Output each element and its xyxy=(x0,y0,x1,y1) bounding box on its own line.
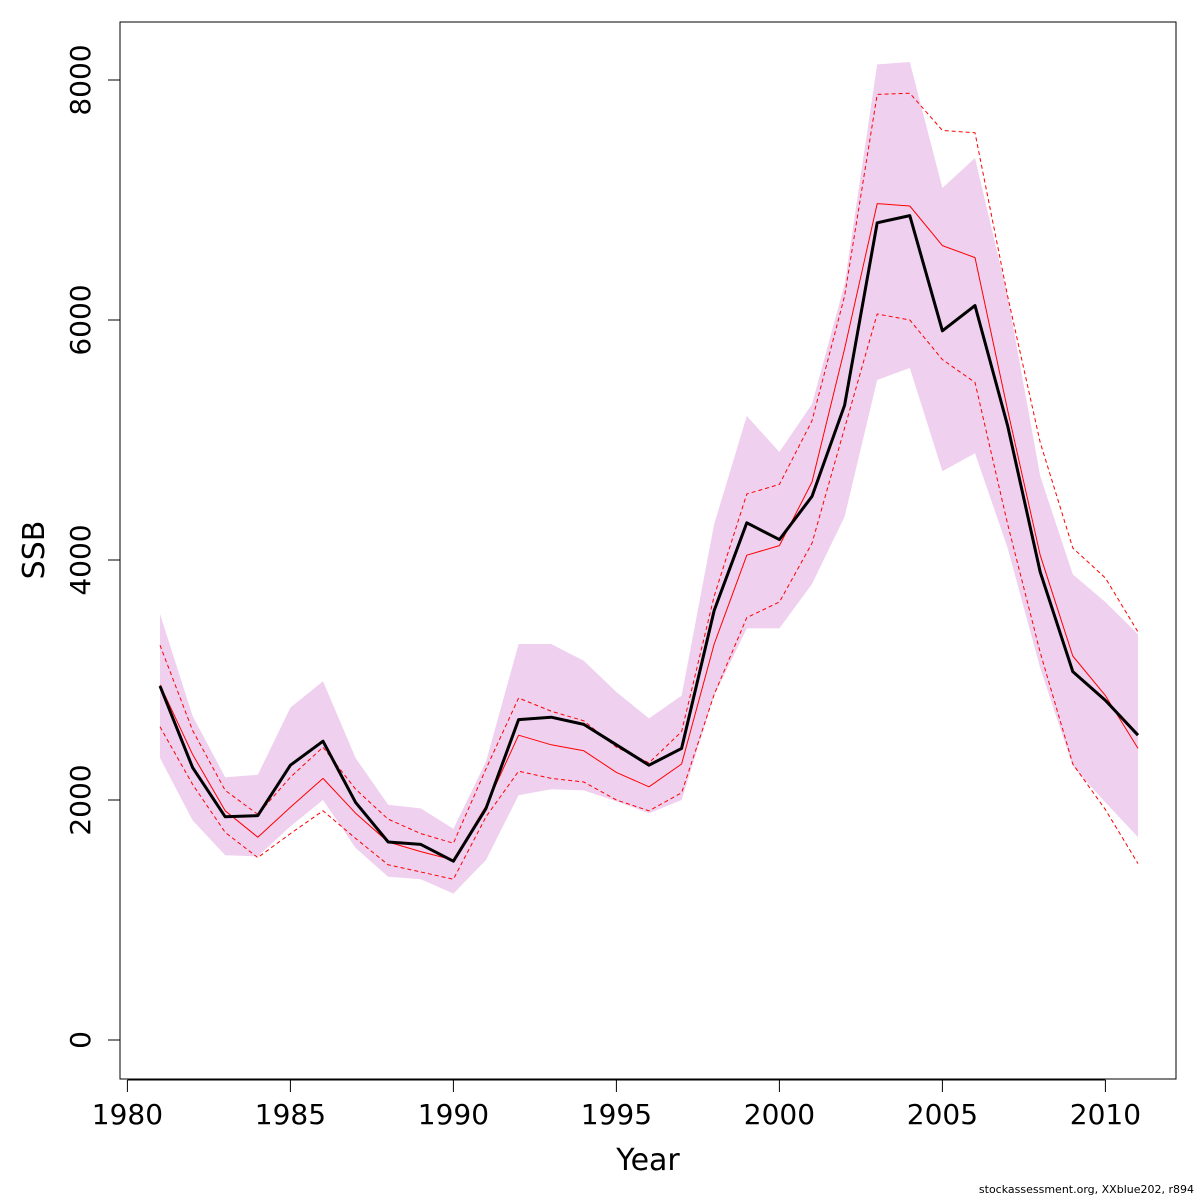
x-axis-title: Year xyxy=(615,1143,680,1178)
x-tick-label-1980: 1980 xyxy=(92,1098,163,1131)
footer-credit: stockassessment.org, XXblue202, r894 xyxy=(978,1183,1194,1196)
y-tick-label-0: 0 xyxy=(64,1031,97,1049)
y-axis: 0 2000 4000 6000 8000 xyxy=(64,44,121,1049)
y-tick-label-4000: 4000 xyxy=(64,524,97,595)
x-tick-label-2005: 2005 xyxy=(907,1098,978,1131)
estimate-line xyxy=(159,203,1139,861)
upper-dashed-line xyxy=(159,92,1139,844)
median-line xyxy=(158,214,1140,863)
x-axis: 1980 1985 1990 1995 2000 2005 2010 xyxy=(92,1079,1141,1131)
y-axis-title: SSB xyxy=(17,521,52,580)
x-tick-label-1985: 1985 xyxy=(255,1098,326,1131)
confidence-band xyxy=(160,62,1138,894)
y-tick-label-8000: 8000 xyxy=(64,44,97,115)
y-tick-label-2000: 2000 xyxy=(64,764,97,835)
lower-dashed-line xyxy=(159,313,1139,880)
x-tick-label-2000: 2000 xyxy=(744,1098,815,1131)
x-tick-label-1990: 1990 xyxy=(418,1098,489,1131)
x-tick-label-1995: 1995 xyxy=(581,1098,652,1131)
y-tick-label-6000: 6000 xyxy=(64,284,97,355)
confidence-band-layer xyxy=(160,62,1138,894)
x-tick-label-2010: 2010 xyxy=(1070,1098,1141,1131)
series-lines-layer xyxy=(158,92,1140,880)
